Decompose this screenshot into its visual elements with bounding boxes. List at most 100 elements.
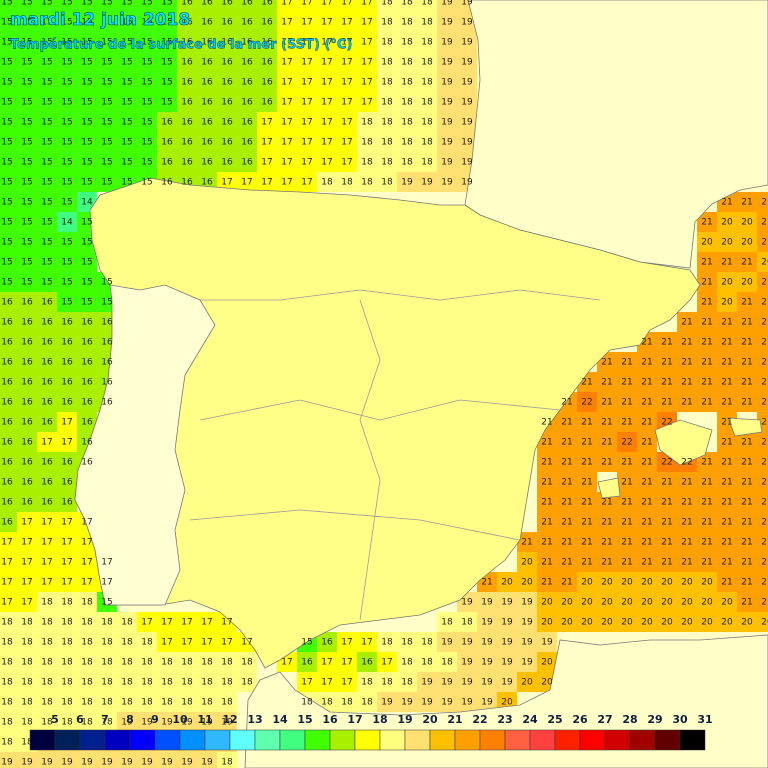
sea-cell: [657, 552, 677, 572]
sst-value: 16: [41, 398, 53, 408]
sea-cell: [37, 352, 57, 372]
sst-value: 17: [21, 578, 32, 588]
sst-value: 16: [221, 158, 233, 168]
sea-cell: [17, 32, 37, 52]
sea-cell: [77, 72, 97, 92]
sst-value: 18: [401, 98, 413, 108]
colorbar-swatch: [554, 729, 581, 751]
sst-value: 21: [481, 578, 492, 588]
sst-value: 18: [1, 698, 13, 708]
sst-value: 17: [341, 98, 352, 108]
sea-cell: [217, 152, 237, 172]
sea-cell: [257, 52, 277, 72]
sea-cell: [397, 32, 417, 52]
sst-value: 16: [81, 378, 93, 388]
sst-value: 16: [21, 438, 33, 448]
sst-value: 16: [21, 398, 33, 408]
sst-value: 16: [41, 378, 53, 388]
sst-value: 19: [141, 758, 153, 768]
sea-cell: [677, 472, 697, 492]
sst-value: 21: [621, 518, 632, 528]
sst-value: 19: [481, 618, 493, 628]
sea-cell: [177, 652, 197, 672]
colorbar-swatch: [29, 729, 56, 751]
sea-cell: [0, 452, 17, 472]
sea-cell: [397, 652, 417, 672]
sst-value: 21: [601, 518, 612, 528]
sea-cell: [717, 552, 737, 572]
sst-value: 18: [81, 638, 93, 648]
sst-value: 19: [501, 618, 513, 628]
colorbar-swatch: [454, 729, 481, 751]
sea-cell: [577, 592, 597, 612]
sst-value: 22: [621, 438, 632, 448]
sea-cell: [357, 112, 377, 132]
sst-value: 19: [441, 58, 453, 68]
sea-cell: [0, 432, 17, 452]
sst-value: 16: [21, 458, 33, 468]
sea-cell: [37, 292, 57, 312]
sea-cell: [597, 372, 617, 392]
sea-cell: [637, 372, 657, 392]
sea-cell: [617, 372, 637, 392]
sst-value: 17: [321, 78, 332, 88]
sea-cell: [697, 472, 717, 492]
sst-value: 21: [641, 418, 652, 428]
sst-value: 20: [661, 618, 673, 628]
sea-cell: [737, 432, 757, 452]
sea-cell: [477, 612, 497, 632]
sst-value: 20: [721, 218, 733, 228]
sea-cell: [277, 172, 297, 192]
sst-value: 17: [21, 538, 32, 548]
colorbar-label: 23: [497, 713, 512, 726]
sst-value: 16: [81, 338, 93, 348]
sst-value: 16: [61, 398, 73, 408]
sea-cell: [437, 152, 457, 172]
sea-cell: [17, 432, 37, 452]
colorbar-label: 7: [101, 713, 109, 726]
sst-value: 21: [721, 338, 732, 348]
sst-value: 17: [81, 558, 92, 568]
sea-cell: [77, 92, 97, 112]
sst-value: 15: [21, 238, 32, 248]
sea-cell: [757, 272, 768, 292]
sea-cell: [17, 352, 37, 372]
sea-cell: [317, 172, 337, 192]
sea-cell: [677, 492, 697, 512]
sea-cell: [717, 432, 737, 452]
sea-cell: [697, 552, 717, 572]
sst-value: 17: [61, 538, 72, 548]
sst-value: 21: [741, 598, 752, 608]
sst-value: 17: [321, 158, 332, 168]
sst-value: 15: [301, 638, 312, 648]
sst-value: 18: [1, 678, 13, 688]
sea-cell: [637, 352, 657, 372]
sst-value: 22: [681, 458, 692, 468]
sea-cell: [437, 92, 457, 112]
sst-value: 15: [141, 158, 152, 168]
colorbar-swatch: [429, 729, 456, 751]
sea-cell: [157, 672, 177, 692]
sea-cell: [417, 672, 437, 692]
sea-cell: [37, 372, 57, 392]
sea-cell: [0, 512, 17, 532]
sea-cell: [677, 512, 697, 532]
sst-value: 19: [161, 718, 173, 728]
sea-cell: [337, 652, 357, 672]
sea-cell: [377, 92, 397, 112]
sst-value: 15: [41, 0, 52, 8]
sst-value: 19: [481, 598, 493, 608]
sst-value: 16: [161, 138, 173, 148]
sea-cell: [557, 512, 577, 532]
sea-cell: [757, 192, 768, 212]
sst-value: 16: [201, 78, 213, 88]
sea-cell: [37, 52, 57, 72]
sea-cell: [117, 92, 137, 112]
sst-value: 16: [61, 338, 73, 348]
sst-value: 15: [121, 78, 132, 88]
sea-cell: [77, 152, 97, 172]
sst-value: 15: [161, 78, 172, 88]
sea-cell: [357, 0, 377, 12]
sst-value: 15: [41, 178, 52, 188]
sea-cell: [317, 0, 337, 12]
